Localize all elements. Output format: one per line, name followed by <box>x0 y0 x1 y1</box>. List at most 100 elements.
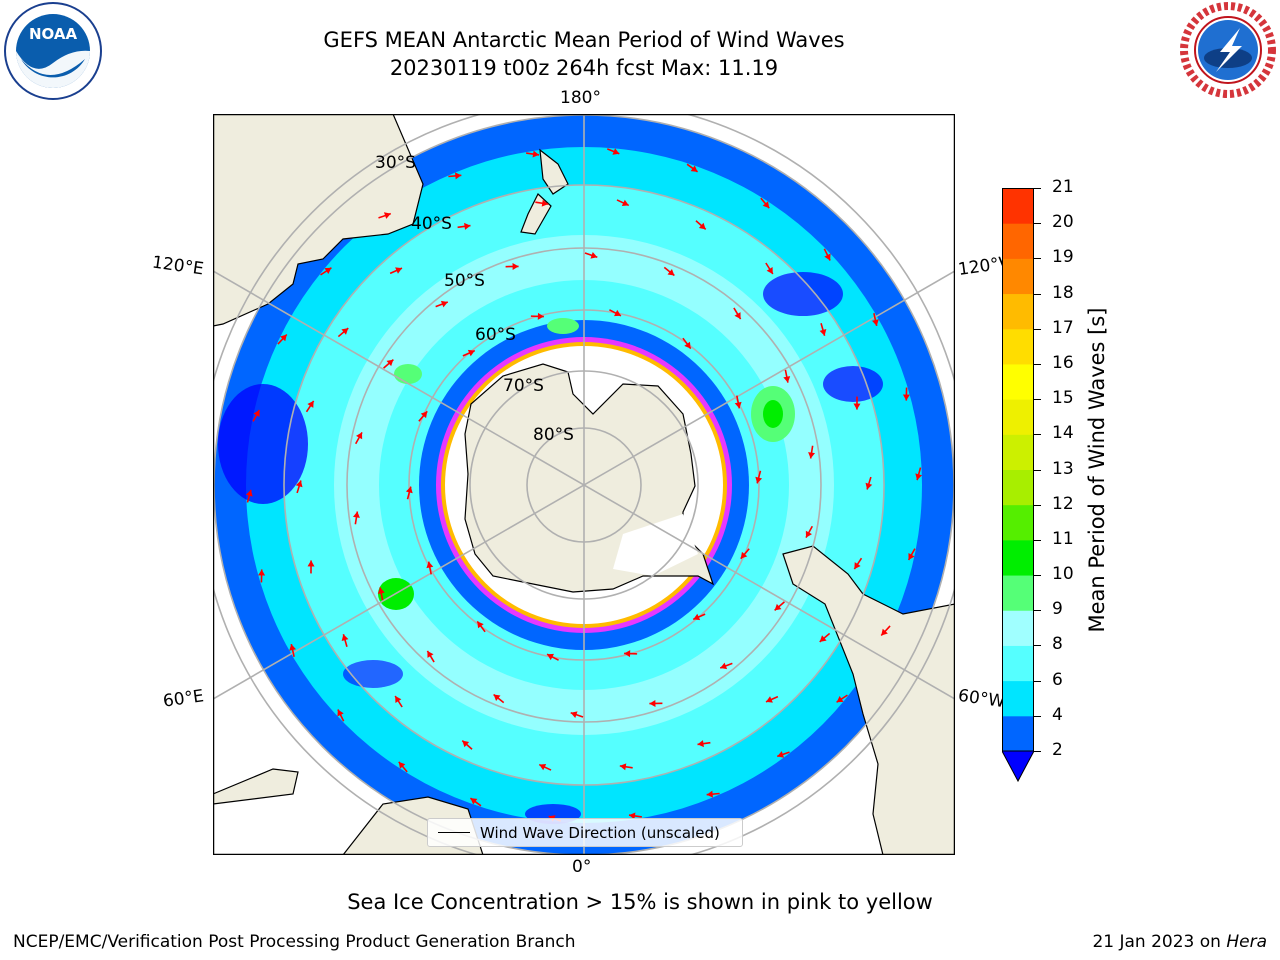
lon-label-120e: 120°E <box>150 252 205 280</box>
wind-wave-arrow-head <box>667 269 675 276</box>
colorbar-tick-label: 14 <box>1052 423 1074 444</box>
wind-wave-arrow-head <box>865 482 873 490</box>
wind-wave-arrow-head <box>245 489 253 497</box>
wind-wave-arrow-head <box>383 212 391 219</box>
wind-wave-arrow-head <box>377 587 385 594</box>
wind-wave-arrow-head <box>624 650 631 658</box>
colorbar-segment <box>1002 680 1034 717</box>
colorbar-tick-mark <box>1033 680 1041 682</box>
wind-wave-arrow-head <box>836 696 844 703</box>
colorbar-tick-label: 13 <box>1052 458 1074 479</box>
wind-wave-arrow-head <box>740 551 748 559</box>
australia <box>213 114 424 327</box>
wind-wave-arrow-head <box>649 699 656 707</box>
lat-label-40s: 40°S <box>411 214 452 234</box>
wind-wave-arrow-head <box>547 653 554 661</box>
wind-wave-arrow-head <box>755 476 763 484</box>
wind-wave-arrow-head <box>493 694 501 701</box>
ice-shelf <box>613 514 698 576</box>
colorbar-tick-label: 9 <box>1052 599 1063 620</box>
wind-wave-arrow-head <box>783 376 791 383</box>
colorbar-tick-mark <box>1033 328 1041 330</box>
colorbar-tick-label: 10 <box>1052 564 1074 585</box>
footer-credit: NCEP/EMC/Verification Post Processing Pr… <box>13 932 576 952</box>
lat-label-70s: 70°S <box>503 376 544 396</box>
wind-wave-arrow-head <box>477 621 484 629</box>
colorbar-tick-mark <box>1033 539 1041 541</box>
wind-wave-arrow-head <box>902 394 910 401</box>
wind-wave-arrow-head <box>426 561 434 569</box>
wind-wave-arrow-head <box>532 150 540 158</box>
colorbar-segment <box>1002 434 1034 470</box>
colorbar-tick-mark <box>1033 610 1041 612</box>
colorbar-tick-label: 12 <box>1052 493 1074 514</box>
colorbar-tick-label: 19 <box>1052 247 1074 268</box>
wind-wave-arrow-head <box>395 267 403 274</box>
wind-wave-arrow-head <box>628 812 636 820</box>
colorbar-segment <box>1002 504 1034 541</box>
wind-wave-arrow-head <box>777 751 785 758</box>
wind-wave-arrow-head <box>690 165 698 172</box>
colorbar-segment <box>1002 469 1034 506</box>
colorbar-tick-label: 16 <box>1052 352 1074 373</box>
wind-wave-arrow-head <box>280 334 287 342</box>
noaa-logo: NOAA <box>3 1 103 101</box>
colorbar-tick-label: 17 <box>1052 317 1074 338</box>
colorbar-tick-mark <box>1033 645 1041 647</box>
colorbar-tick-mark <box>1033 575 1041 577</box>
legend-label: Wind Wave Direction (unscaled) <box>480 823 720 842</box>
wind-wave-arrow-head <box>464 222 471 230</box>
wind-wave-arrow-head <box>537 312 544 320</box>
wind-wave-arrow-head <box>590 251 598 259</box>
wind-wave-arrow-head <box>819 635 827 642</box>
wind-wave-arrow-head <box>706 790 713 798</box>
colorbar-segment <box>1002 188 1034 224</box>
wind-wave-arrow-head <box>621 199 629 207</box>
wind-wave-arrow-head <box>395 696 402 703</box>
wind-wave-arrow-head <box>697 740 704 748</box>
colorbar-tick-mark <box>1033 258 1041 260</box>
footer-date-text: 21 Jan 2023 on <box>1092 932 1227 952</box>
sea-ice-note: Sea Ice Concentration > 15% is shown in … <box>347 890 933 914</box>
wind-wave-arrow-head <box>819 329 827 336</box>
national-weather-service-logo <box>1178 0 1278 100</box>
wind-wave-arrow-head <box>805 530 812 538</box>
colorbar-tick-mark <box>1033 363 1041 365</box>
map-subtitle: 20230119 t00z 264h fcst Max: 11.19 <box>389 56 779 80</box>
wind-wave-arrow-head <box>734 312 741 320</box>
colorbar-label: Mean Period of Wind Waves [s] <box>1085 307 1109 633</box>
wind-wave-arrow-head <box>512 263 519 271</box>
colorbar-tick-label: 15 <box>1052 388 1074 409</box>
footer-date: 21 Jan 2023 on Hera <box>1092 932 1267 952</box>
colorbar-segment <box>1002 328 1034 365</box>
wind-wave-arrow-head <box>766 267 773 274</box>
map-border <box>213 114 955 855</box>
lat-label-30s: 30°S <box>375 153 416 173</box>
lon-label-60w: 60°W <box>956 685 1007 713</box>
wind-wave-direction-arrows <box>245 148 923 822</box>
lon-label-60e: 60°E <box>161 686 206 712</box>
colorbar-tick-mark <box>1033 434 1041 436</box>
south-america <box>782 545 955 855</box>
colorbar-tick-label: 11 <box>1052 528 1074 549</box>
lat-label-80s: 80°S <box>533 425 574 445</box>
colorbar-tick-label: 2 <box>1052 740 1063 760</box>
colorbar-tick-mark <box>1033 469 1041 471</box>
lon-label-0: 0° <box>572 857 592 877</box>
colorbar-tick-mark <box>1033 504 1041 506</box>
madagascar <box>213 768 299 805</box>
colorbar <box>1002 188 1034 783</box>
map-title: GEFS MEAN Antarctic Mean Period of Wind … <box>323 28 845 52</box>
wind-wave-arrow-head <box>352 511 360 518</box>
wind-wave-arrow-head <box>295 480 303 488</box>
wind-wave-arrow-head <box>570 711 578 719</box>
colorbar-segment <box>1002 399 1034 435</box>
colorbar-tick-label: 21 <box>1052 177 1074 197</box>
colorbar-segment <box>1002 258 1034 295</box>
wind-wave-arrow-head <box>908 553 915 560</box>
wind-wave-arrow-head <box>467 349 475 357</box>
lat-label-60s: 60°S <box>475 325 516 345</box>
footer-machine: Hera <box>1226 932 1267 952</box>
wind-wave-arrow-head <box>307 400 314 408</box>
wind-wave-arrow-head <box>420 411 428 419</box>
